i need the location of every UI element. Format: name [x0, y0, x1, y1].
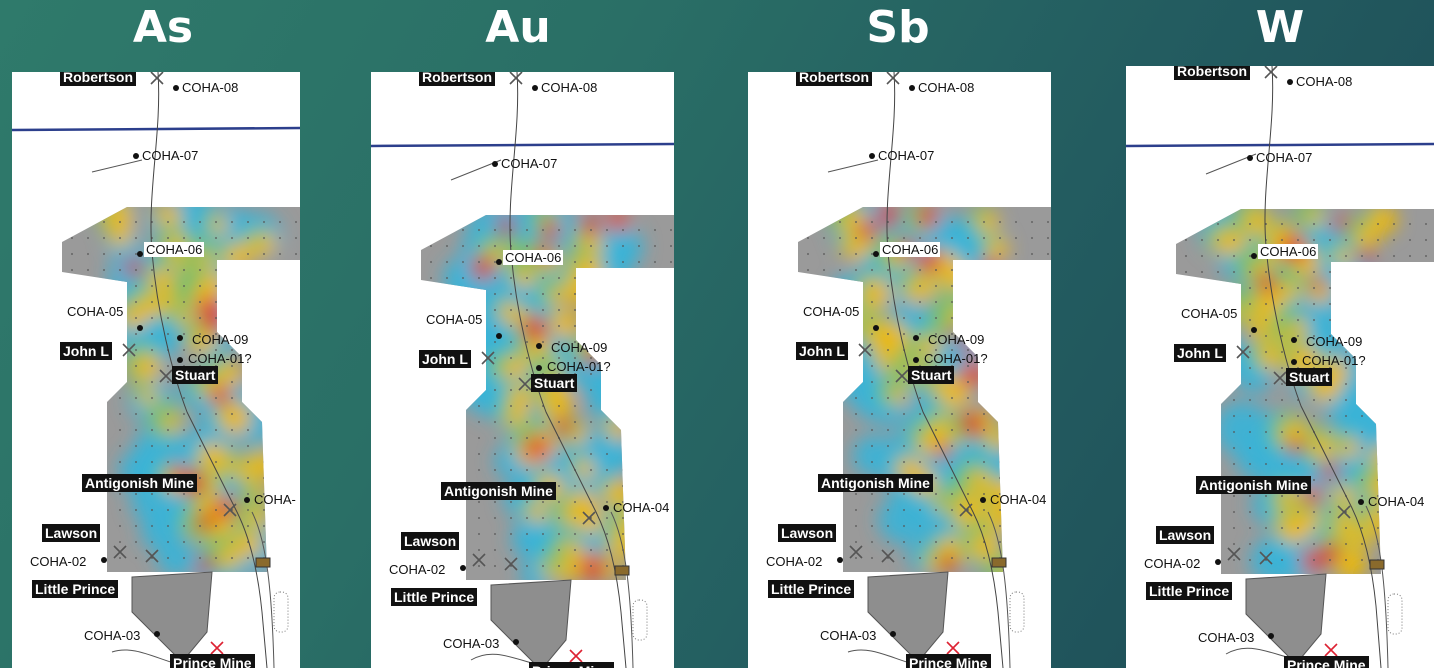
label-robertson: Robertson	[419, 72, 495, 86]
label-coha01: COHA-01?	[924, 351, 988, 366]
label-antigonish: Antigonish Mine	[82, 474, 197, 492]
label-coha06: COHA-06	[880, 242, 941, 257]
label-lawson: Lawson	[778, 524, 837, 542]
label-coha01: COHA-01?	[547, 359, 611, 374]
label-little-prince: Little Prince	[32, 580, 119, 598]
label-coha05: COHA-05	[426, 312, 483, 327]
label-antigonish: Antigonish Mine	[818, 474, 933, 492]
label-coha08: COHA-08	[918, 80, 975, 95]
label-little-prince: Little Prince	[1146, 582, 1233, 600]
title-au: Au	[485, 2, 551, 53]
label-coha02: COHA-02	[389, 562, 446, 577]
label-prince-mine: Prince Mine	[906, 654, 991, 668]
label-john: John L	[796, 342, 848, 360]
map-svg	[12, 72, 300, 668]
label-coha05: COHA-05	[67, 304, 124, 319]
label-coha06: COHA-06	[144, 242, 205, 257]
label-coha07: COHA-07	[1256, 150, 1313, 165]
label-coha08: COHA-08	[1296, 74, 1353, 89]
map-panel-w: COHA-08 COHA-07 COHA-06 COHA-05 COHA-09 COHA-…	[1126, 66, 1434, 668]
label-little-prince: Little Prince	[768, 580, 855, 598]
label-coha08: COHA-08	[541, 80, 598, 95]
label-robertson: Robertson	[796, 72, 872, 86]
label-coha06: COHA-06	[1258, 244, 1319, 259]
label-coha03: COHA-03	[820, 628, 877, 643]
label-coha05: COHA-05	[803, 304, 860, 319]
label-coha01: COHA-01?	[188, 351, 252, 366]
label-lawson: Lawson	[42, 524, 101, 542]
label-little-prince: Little Prince	[391, 588, 478, 606]
label-coha08: COHA-08	[182, 80, 239, 95]
title-as: As	[132, 2, 194, 53]
label-robertson: Robertson	[1174, 66, 1250, 80]
label-coha02: COHA-02	[766, 554, 823, 569]
label-john: John L	[60, 342, 112, 360]
label-coha04-cut: COHA-	[254, 492, 296, 507]
label-lawson: Lawson	[1156, 526, 1215, 544]
label-lawson: Lawson	[401, 532, 460, 550]
label-coha07: COHA-07	[878, 148, 935, 163]
label-antigonish: Antigonish Mine	[441, 482, 556, 500]
label-coha07: COHA-07	[142, 148, 199, 163]
label-prince-mine: Prince Mine	[529, 662, 614, 668]
label-antigonish: Antigonish Mine	[1196, 476, 1311, 494]
label-coha05: COHA-05	[1181, 306, 1238, 321]
map-panel-sb: COHA-08 COHA-07 COHA-06 COHA-05 COHA-09 COHA-…	[748, 72, 1051, 668]
label-prince-mine: Prince Mine	[170, 654, 255, 668]
label-coha04: COHA-04	[613, 500, 670, 515]
label-john: John L	[1174, 344, 1226, 362]
label-coha07: COHA-07	[501, 156, 558, 171]
label-stuart: Stuart	[1286, 368, 1333, 386]
map-panel-as: COHA-08 COHA-07 COHA-06 COHA-05 COHA-09 COHA-…	[12, 72, 300, 668]
label-coha03: COHA-03	[443, 636, 500, 651]
label-coha03: COHA-03	[1198, 630, 1255, 645]
label-coha06: COHA-06	[503, 250, 564, 265]
label-coha04: COHA-04	[1368, 494, 1425, 509]
label-coha01: COHA-01?	[1302, 353, 1366, 368]
label-stuart: Stuart	[172, 366, 219, 384]
label-john: John L	[419, 350, 471, 368]
label-prince-mine: Prince Mine	[1284, 656, 1369, 668]
title-w: W	[1255, 2, 1305, 53]
label-coha09: COHA-09	[1306, 334, 1363, 349]
map-panel-au: COHA-08 COHA-07 COHA-06 COHA-05 COHA-09 COHA-…	[371, 72, 674, 668]
label-coha04: COHA-04	[990, 492, 1047, 507]
label-coha02: COHA-02	[30, 554, 87, 569]
label-coha09: COHA-09	[928, 332, 985, 347]
label-stuart: Stuart	[531, 374, 578, 392]
label-coha03: COHA-03	[84, 628, 141, 643]
label-coha09: COHA-09	[551, 340, 608, 355]
label-coha02: COHA-02	[1144, 556, 1201, 571]
title-sb: Sb	[866, 2, 930, 53]
label-coha09: COHA-09	[192, 332, 249, 347]
label-robertson: Robertson	[60, 72, 136, 86]
label-stuart: Stuart	[908, 366, 955, 384]
